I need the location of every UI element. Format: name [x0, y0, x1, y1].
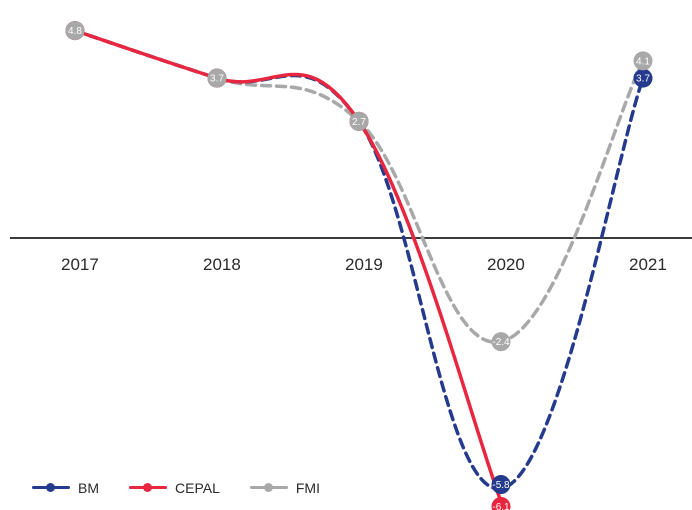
point-bm	[633, 68, 653, 88]
data-label-fmi: 4.1	[636, 56, 650, 67]
x-axis-ticks: 2017 2018 2019 2020 2021	[61, 255, 667, 274]
point-fmi	[207, 68, 227, 88]
point-fmi	[349, 111, 369, 131]
legend-swatch-fmi	[249, 482, 288, 494]
legend-swatch-cepal	[129, 482, 167, 494]
series-line-cepal	[73, 28, 503, 504]
legend-item-cepal[interactable]: CEPAL	[129, 480, 220, 496]
data-label-fmi: -2.4	[492, 337, 510, 348]
series-line-fmi	[73, 28, 645, 344]
legend-label-cepal: CEPAL	[175, 480, 220, 496]
point-fmi	[491, 332, 511, 352]
point-cepal	[491, 497, 511, 510]
x-tick-label: 2021	[629, 255, 667, 274]
data-label-bm: -5.8	[492, 480, 510, 491]
legend-item-fmi[interactable]: FMI	[249, 480, 320, 496]
legend-label-bm: BM	[78, 480, 99, 496]
x-tick-label: 2020	[487, 255, 525, 274]
x-tick-label: 2018	[203, 255, 241, 274]
data-label-fmi: 4.8	[68, 26, 82, 37]
series-markers: -5.8 3.7 -6.1 4.8 3.7 2.7 -2.4 4.1	[65, 21, 653, 510]
x-tick-label: 2017	[61, 255, 99, 274]
legend-item-bm[interactable]: BM	[32, 480, 99, 496]
legend: BM CEPAL FMI	[32, 480, 320, 496]
legend-label-fmi: FMI	[295, 480, 320, 496]
point-fmi	[65, 21, 85, 41]
point-bm	[491, 475, 511, 495]
data-label-fmi: 2.7	[352, 117, 366, 128]
x-tick-label: 2019	[345, 255, 383, 274]
data-label-cepal: -6.1	[492, 502, 510, 510]
data-label-bm: 3.7	[636, 74, 650, 85]
legend-swatch-bm	[32, 482, 70, 494]
point-fmi	[633, 51, 653, 71]
data-label-fmi: 3.7	[210, 74, 224, 85]
